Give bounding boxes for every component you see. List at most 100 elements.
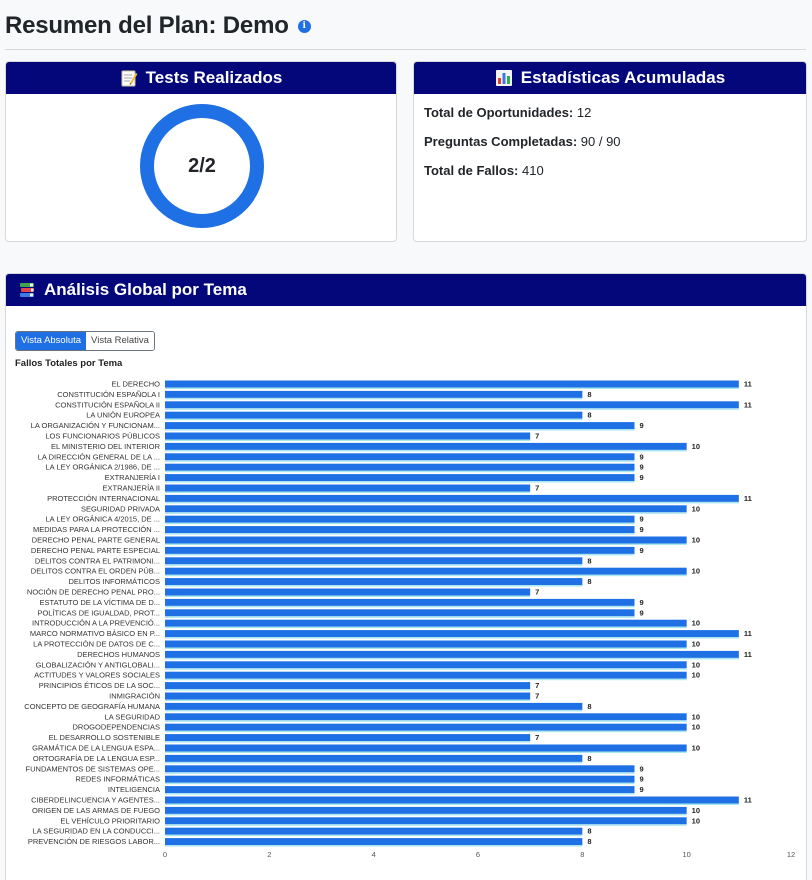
stat-failures: Total de Fallos: 410: [424, 163, 544, 178]
bar-value-label: 8: [587, 702, 591, 711]
bar-highlight: [165, 699, 531, 701]
bar-chart-icon: [495, 69, 513, 87]
bar-category-label: INTELIGENCIA: [108, 785, 160, 794]
bar-highlight: [165, 564, 583, 566]
bar: [165, 765, 635, 773]
bar: [165, 817, 687, 825]
bar-value-label: 8: [587, 754, 591, 763]
bar-highlight: [165, 585, 583, 587]
bar: [165, 827, 583, 835]
bar: [165, 754, 583, 762]
bar-category-label: ACTITUDES Y VALORES SOCIALES: [34, 671, 160, 680]
bar-highlight: [165, 470, 635, 473]
analysis-card-title: Análisis Global por Tema: [44, 280, 247, 299]
bar-value-label: 9: [640, 608, 644, 617]
bar-category-label: PROTECCIÓN INTERNACIONAL: [47, 494, 160, 503]
bar: [165, 390, 583, 398]
bar: [165, 463, 635, 471]
bar-highlight: [165, 751, 687, 753]
bar-category-label: DERECHOS HUMANOS: [77, 650, 160, 659]
bar: [165, 619, 687, 627]
bar-highlight: [165, 605, 635, 608]
bar-highlight: [165, 574, 687, 577]
bar: [165, 640, 687, 648]
bar-category-label: ESTATUTO DE LA VÍCTIMA DE D...: [40, 598, 160, 607]
stat-opportunities-label: Total de Oportunidades:: [424, 105, 574, 120]
bar-highlight: [165, 595, 531, 597]
stat-opportunities-value: 12: [576, 105, 592, 120]
bar: [165, 838, 583, 846]
bar: [165, 692, 531, 700]
bar: [165, 588, 531, 596]
bar: [165, 494, 739, 502]
bar-highlight: [165, 418, 583, 421]
bar: [165, 401, 739, 409]
stat-failures-label: Total de Fallos:: [424, 163, 519, 178]
memo-icon: [120, 69, 138, 87]
bar-value-label: 9: [640, 452, 644, 461]
bar-category-label: LA UNIÓN EUROPEA: [86, 411, 160, 420]
analysis-card: Análisis Global por Tema Vista Absoluta …: [5, 273, 807, 880]
bar-value-label: 8: [587, 390, 591, 399]
bar-value-label: 10: [692, 744, 700, 753]
bar-category-label: ORTOGRAFÍA DE LA LENGUA ESP...: [33, 754, 160, 763]
bar-category-label: DERECHO PENAL PARTE GENERAL: [32, 536, 160, 545]
bar-category-label: EXTRANJERÍA II: [102, 484, 160, 493]
bar-category-label: EL MINISTERIO DEL INTERIOR: [51, 442, 161, 451]
topics-bar-chart: EL DERECHO 11 CONSTITUCIÓN ESPAÑOLA I 8 CONS…: [24, 380, 795, 860]
bar-value-label: 10: [692, 619, 700, 628]
bar-highlight: [165, 657, 739, 660]
bar-category-label: DELITOS CONTRA EL PATRIMONI...: [35, 556, 160, 565]
bar-category-label: POLÍTICAS DE IGUALDAD, PROT...: [37, 608, 160, 617]
bar-value-label: 9: [640, 463, 644, 472]
stat-completed-label: Preguntas Completadas:: [424, 134, 578, 149]
bar-category-label: EXTRANJERÍA I: [105, 473, 160, 482]
bar-value-label: 11: [744, 380, 752, 389]
bar-category-label: CIBERDELINCUENCIA Y AGENTES...: [31, 796, 160, 805]
tests-donut-ring: [140, 104, 264, 228]
bar: [165, 786, 635, 794]
view-absolute-button[interactable]: Vista Absoluta: [16, 332, 87, 350]
bar-category-label: MARCO NORMATIVO BÁSICO EN P...: [30, 629, 160, 638]
bar-category-label: FUNDAMENTOS DE SISTEMAS OPE...: [26, 764, 160, 773]
bar: [165, 650, 739, 658]
bar-highlight: [165, 616, 635, 618]
bar-category-label: EL DERECHO: [112, 380, 161, 389]
x-tick-label: 8: [580, 850, 584, 859]
bar-value-label: 11: [744, 796, 752, 805]
bar: [165, 775, 635, 783]
bar-value-label: 10: [692, 660, 700, 669]
bar-highlight: [165, 834, 583, 837]
bar-highlight: [165, 439, 531, 441]
bar-value-label: 8: [587, 411, 591, 420]
bar-value-label: 9: [640, 764, 644, 773]
bar-category-label: PRINCIPIOS ÉTICOS DE LA SOC...: [39, 681, 160, 690]
bar: [165, 411, 583, 419]
tests-card: Tests Realizados 2/2: [5, 61, 397, 242]
bar-highlight: [165, 481, 635, 483]
bar: [165, 744, 687, 752]
bar: [165, 380, 739, 388]
bar: [165, 713, 687, 721]
bar-value-label: 10: [692, 567, 700, 576]
bar-highlight: [165, 397, 583, 400]
bar-value-label: 9: [640, 598, 644, 607]
tests-donut-label: 2/2: [188, 154, 216, 177]
bar: [165, 515, 635, 523]
bar-value-label: 10: [692, 816, 700, 825]
books-icon: [18, 281, 36, 299]
view-relative-button[interactable]: Vista Relativa: [86, 332, 154, 350]
bar: [165, 702, 583, 710]
info-icon[interactable]: i: [297, 20, 311, 33]
tests-donut: 2/2: [140, 104, 264, 228]
bar-category-label: DERECHO PENAL PARTE ESPECIAL: [31, 546, 160, 555]
bar: [165, 546, 635, 554]
bar-category-label: LA SEGURIDAD EN LA CONDUCCI...: [32, 827, 160, 836]
bar-category-label: EL VEHÍCULO PRIORITARIO: [60, 816, 160, 825]
bar-value-label: 11: [744, 650, 752, 659]
bar-value-label: 7: [535, 692, 539, 701]
bar-highlight: [165, 491, 531, 493]
bar: [165, 505, 687, 513]
bar-value-label: 7: [535, 588, 539, 597]
bar-category-label: CONSTITUCIÓN ESPAÑOLA I: [57, 390, 160, 399]
